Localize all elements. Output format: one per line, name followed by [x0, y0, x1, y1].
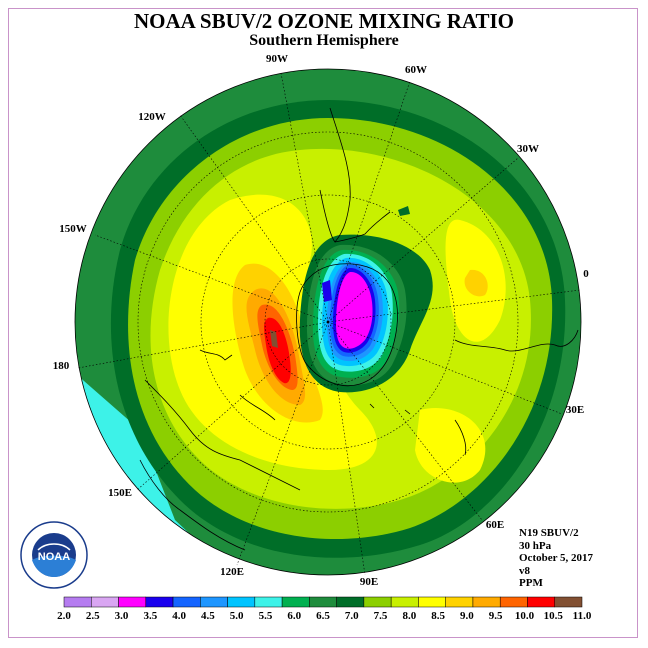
colorbar-tick-label: 6.5	[316, 610, 330, 622]
coast-madagascar	[454, 419, 467, 456]
lon-label-120e: 120E	[220, 566, 244, 578]
plot-frame	[8, 8, 638, 638]
colorbar-swatch	[118, 596, 147, 608]
lon-label-90e: 90E	[360, 576, 378, 588]
lon-label-90w: 90W	[266, 53, 288, 65]
coast-australia-region	[144, 379, 301, 491]
colorbar-tick-label: 3.0	[115, 610, 129, 622]
colorbar-tick-label: 11.0	[573, 610, 592, 622]
colorbar-swatch	[499, 596, 528, 608]
noaa-logo: NOAA	[20, 521, 88, 589]
colorbar-swatch	[309, 596, 337, 608]
colorbar-tick-label: 6.0	[287, 610, 301, 622]
colorbar-swatch	[254, 596, 283, 608]
colorbar-tick-label: 4.5	[201, 610, 215, 622]
lon-label-60e: 60E	[486, 519, 504, 531]
noaa-logo-text: NOAA	[38, 551, 70, 563]
colorbar-tick-label: 4.0	[172, 610, 186, 622]
colorbar-tick-label: 10.5	[544, 610, 564, 622]
map-title: NOAA SBUV/2 OZONE MIXING RATIO	[134, 9, 514, 33]
colorbar-tick-label: 10.0	[515, 610, 535, 622]
colorbar-tick-label: 7.5	[374, 610, 388, 622]
colorbar-tick-label: 2.5	[86, 610, 100, 622]
colorbar-tick-label: 5.0	[230, 610, 244, 622]
colorbar-swatch	[145, 596, 174, 608]
colorbar-swatch	[172, 596, 201, 608]
colorbar-tick-label: 8.5	[431, 610, 445, 622]
graticule	[77, 72, 581, 576]
coast-antarctica	[296, 263, 398, 387]
lon-label-150w: 150W	[59, 223, 87, 235]
info-satellite: N19 SBUV/2	[519, 527, 579, 539]
ozone-field	[75, 69, 581, 575]
colorbar-tick-label: 5.5	[259, 610, 273, 622]
colorbar-swatch	[91, 596, 119, 608]
colorbar-labels: 2.0 2.5 3.0 3.5 4.0 4.5 5.0 5.5 6.0 6.5 7.0 7.5 8.0 8…	[57, 610, 592, 622]
info-block: N19 SBUV/2 30 hPa October 5, 2017 v8 PPM	[519, 527, 593, 590]
colorbar-tick-label: 9.5	[489, 610, 503, 622]
colorbar-swatch	[554, 596, 583, 608]
colorbar-tick-label: 8.0	[402, 610, 416, 622]
colorbar-swatch	[527, 596, 555, 608]
colorbar-swatch	[63, 596, 92, 608]
lon-label-180: 180	[53, 360, 70, 372]
info-version: v8	[519, 564, 530, 577]
colorbar-tick-label: 9.0	[460, 610, 474, 622]
colorbar-swatch	[390, 596, 419, 608]
colorbar-tick-label: 2.0	[57, 610, 71, 622]
colorbar-swatch	[227, 596, 256, 608]
lon-label-150e: 150E	[108, 487, 132, 499]
colorbar-swatch	[445, 596, 474, 608]
lon-label-60w: 60W	[405, 64, 427, 76]
colorbar-tick-label: 3.5	[143, 610, 157, 622]
contour-11.0	[270, 330, 278, 348]
longitude-labels: 90W 60W 120W 30W 150W 0 180 30E 150E 60E…	[53, 53, 590, 588]
colorbar-swatch	[472, 596, 501, 608]
coastlines	[139, 107, 579, 551]
colorbar-swatch	[281, 596, 310, 608]
colorbar-swatch	[336, 596, 365, 608]
info-level: 30 hPa	[519, 539, 552, 552]
colorbar-swatch	[418, 596, 446, 608]
coast-africa	[454, 329, 579, 352]
lon-label-0: 0	[583, 268, 589, 280]
lon-label-120w: 120W	[138, 111, 166, 123]
coast-south-america	[319, 107, 351, 243]
info-units: PPM	[519, 577, 543, 589]
colorbar-swatch	[363, 596, 392, 608]
map-border	[74, 68, 582, 576]
lon-label-30e: 30E	[566, 404, 584, 416]
colorbar-tick-label: 7.0	[345, 610, 359, 622]
coast-new-zealand	[199, 349, 233, 361]
lon-label-30w: 30W	[517, 143, 539, 155]
info-date: October 5, 2017	[519, 552, 594, 564]
colorbar-swatch	[200, 596, 228, 608]
colorbar-swatches	[63, 596, 583, 608]
map-subtitle: Southern Hemisphere	[249, 32, 399, 49]
